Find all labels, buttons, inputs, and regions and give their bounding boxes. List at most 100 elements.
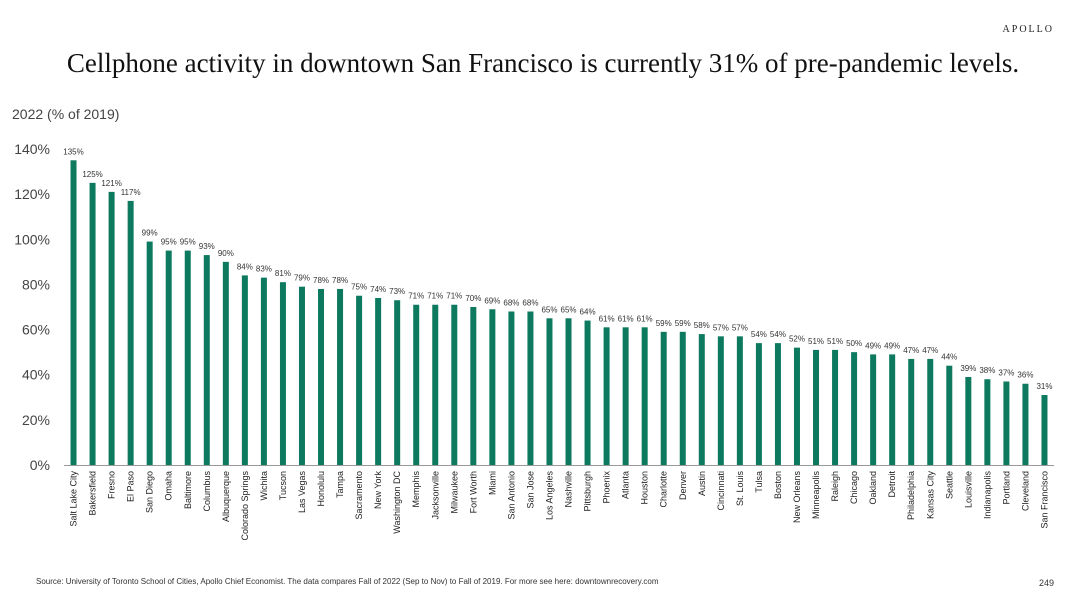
data-label: 68% <box>503 299 519 308</box>
bar <box>318 288 325 465</box>
y-axis-ticks: 0% 20% 40% 60% 80% 100% 120% 140% <box>14 141 50 473</box>
x-tick-label: Charlotte <box>659 471 669 508</box>
data-label: 57% <box>713 323 729 332</box>
y-tick-label: 20% <box>22 412 50 428</box>
data-label: 125% <box>82 170 102 179</box>
x-tick-label: Fresno <box>107 471 117 499</box>
x-tick-label: Portland <box>1001 471 1011 505</box>
x-tick-label: San Antonio <box>506 471 516 520</box>
y-tick-label: 100% <box>14 231 50 247</box>
data-label: 50% <box>846 339 862 348</box>
bar <box>146 241 153 465</box>
data-label: 70% <box>465 294 481 303</box>
x-tick-label: Los Angeles <box>544 471 554 521</box>
data-label: 65% <box>541 305 557 314</box>
y-tick-label: 80% <box>22 276 50 292</box>
data-label: 79% <box>294 274 310 283</box>
page-title: Cellphone activity in downtown San Franc… <box>66 48 1020 78</box>
bar <box>394 300 401 465</box>
data-label: 64% <box>580 308 596 317</box>
x-tick-label: Kansas City <box>925 471 935 520</box>
x-tick-label: Memphis <box>411 471 421 508</box>
data-label: 47% <box>903 346 919 355</box>
bar <box>337 288 344 465</box>
bar <box>432 304 439 465</box>
bars <box>70 160 1048 466</box>
x-tick-label: Minneapolis <box>811 471 821 520</box>
bar <box>584 320 591 465</box>
x-tick-label: Seattle <box>944 471 954 499</box>
data-label: 61% <box>618 314 634 323</box>
data-label: 90% <box>218 249 234 258</box>
x-tick-label: Nashville <box>564 471 574 508</box>
x-tick-label: Salt Lake City <box>69 471 79 527</box>
bar <box>108 191 115 465</box>
x-tick-label: Columbus <box>202 471 212 512</box>
x-tick-label: San Jose <box>525 471 535 509</box>
x-tick-label: Tucson <box>278 471 288 500</box>
bar <box>851 352 858 465</box>
data-labels: 135%125%121%117%99%95% 95%93%90%84% 83%81%… <box>63 147 1052 391</box>
x-tick-label: Raleigh <box>830 471 840 502</box>
data-label: 73% <box>389 287 405 296</box>
x-tick-label: Bakersfield <box>88 471 98 516</box>
x-tick-label: Tulsa <box>754 471 764 493</box>
bar <box>717 336 724 465</box>
data-label: 69% <box>484 296 500 305</box>
bar <box>489 309 496 465</box>
bar <box>641 327 648 465</box>
x-tick-label: Cincinnati <box>716 471 726 511</box>
data-label: 59% <box>675 319 691 328</box>
x-tick-label: Miami <box>487 471 497 495</box>
x-tick-label: Wichita <box>259 471 269 501</box>
x-tick-label: Honolulu <box>316 471 326 507</box>
data-label: 71% <box>446 292 462 301</box>
x-tick-label: Milwaukee <box>449 471 459 514</box>
data-label: 81% <box>275 269 291 278</box>
x-tick-label: Albuquerque <box>221 471 231 522</box>
x-axis-labels: Salt Lake City Bakersfield Fresno El Paso Sa… <box>69 471 1050 541</box>
bar <box>298 286 305 465</box>
bar <box>755 343 762 465</box>
x-tick-label: Chicago <box>849 471 859 504</box>
bar <box>203 255 210 465</box>
bar <box>889 354 896 465</box>
x-tick-label: Denver <box>678 471 688 500</box>
x-tick-label: Atlanta <box>621 471 631 499</box>
data-label: 51% <box>808 337 824 346</box>
data-label: 47% <box>922 346 938 355</box>
data-label: 54% <box>770 330 786 339</box>
bar <box>451 304 458 465</box>
data-label: 71% <box>408 292 424 301</box>
bar <box>565 318 572 465</box>
data-label: 121% <box>101 179 121 188</box>
bar <box>813 349 820 465</box>
bar <box>1022 383 1029 465</box>
x-tick-label: Las Vegas <box>297 471 307 514</box>
y-tick-label: 40% <box>22 367 50 383</box>
data-label: 61% <box>599 314 615 323</box>
y-tick-label: 140% <box>14 141 50 157</box>
data-label: 58% <box>694 321 710 330</box>
page-number: 249 <box>1038 578 1054 588</box>
x-tick-label: Omaha <box>164 471 174 501</box>
bar <box>946 365 953 465</box>
data-label: 49% <box>884 341 900 350</box>
bar <box>375 297 382 465</box>
x-tick-label: New York <box>373 471 383 510</box>
bar <box>832 349 839 465</box>
bar <box>660 331 667 465</box>
bar <box>774 343 781 465</box>
data-label: 99% <box>142 229 158 238</box>
data-label: 78% <box>313 276 329 285</box>
x-tick-label: Oakland <box>868 471 878 505</box>
data-label: 78% <box>332 276 348 285</box>
data-label: 74% <box>370 285 386 294</box>
bar <box>965 376 972 465</box>
bar <box>527 311 534 465</box>
data-label: 93% <box>199 242 215 251</box>
bar <box>70 160 77 466</box>
bar-chart: 0% 20% 40% 60% 80% 100% 120% 140% 135% 125%121%1… <box>14 141 1054 541</box>
x-tick-label: Phoenix <box>602 471 612 504</box>
x-tick-label: Cleveland <box>1020 471 1030 511</box>
